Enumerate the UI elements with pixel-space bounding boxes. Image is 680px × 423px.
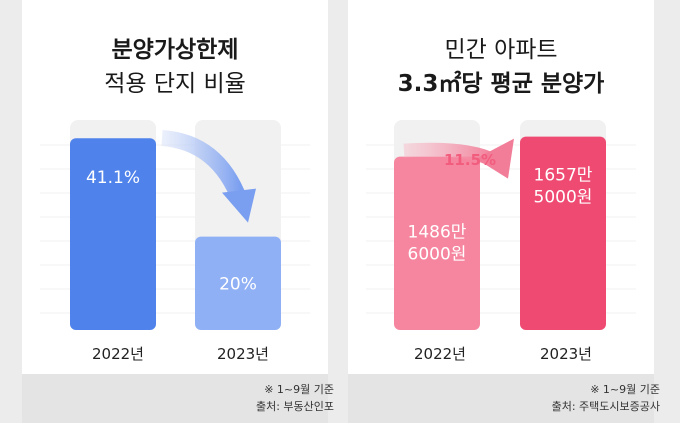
- bar-2023년: [195, 236, 281, 330]
- x-tick-2022: 2022년: [414, 345, 466, 363]
- bar-2022년: [394, 156, 480, 330]
- change-label: 11.5%: [444, 151, 496, 169]
- footnote-source: 출처: 부동산인포: [255, 400, 334, 413]
- chart-title-line2: 3.3㎡당 평균 분양가: [397, 71, 605, 97]
- ratio-chart-panel: 분양가상한제 적용 단지 비율 41.1% 20% 2022년 2023년: [22, 0, 328, 374]
- data-label: 1486만: [408, 222, 467, 242]
- trend-arrow-head: [476, 138, 514, 179]
- panel-left-base: [22, 374, 328, 423]
- x-tick-2022: 2022년: [92, 345, 144, 363]
- chart-title-line1: 분양가상한제: [111, 37, 239, 63]
- data-label: 6000원: [408, 244, 467, 264]
- footnote-period: ※ 1~9월 기준: [590, 383, 660, 396]
- bar-2023년: [520, 136, 606, 330]
- trend-arrow-head: [222, 188, 256, 223]
- data-label: 5000원: [534, 188, 593, 208]
- x-tick-2023: 2023년: [540, 345, 592, 363]
- x-tick-2023: 2023년: [217, 345, 269, 363]
- data-label: 1657만: [534, 166, 593, 186]
- ratio-chart-svg: 41.1% 20%: [40, 120, 310, 330]
- bar-2022년: [70, 138, 156, 330]
- data-label: 41.1%: [86, 168, 140, 188]
- chart-title-line1: 민간 아파트: [444, 37, 558, 63]
- footnote-period: ※ 1~9월 기준: [264, 383, 334, 396]
- trend-arrow-shaft: [161, 130, 248, 204]
- price-chart-panel: 민간 아파트 3.3㎡당 평균 분양가 1486만 6000원 1657만 5000원…: [348, 0, 654, 374]
- panel-right-base: [348, 374, 654, 423]
- footnote-source: 출처: 주택도시보증공사: [551, 400, 660, 413]
- chart-title-line2: 적용 단지 비율: [104, 71, 246, 97]
- data-label: 20%: [219, 274, 257, 294]
